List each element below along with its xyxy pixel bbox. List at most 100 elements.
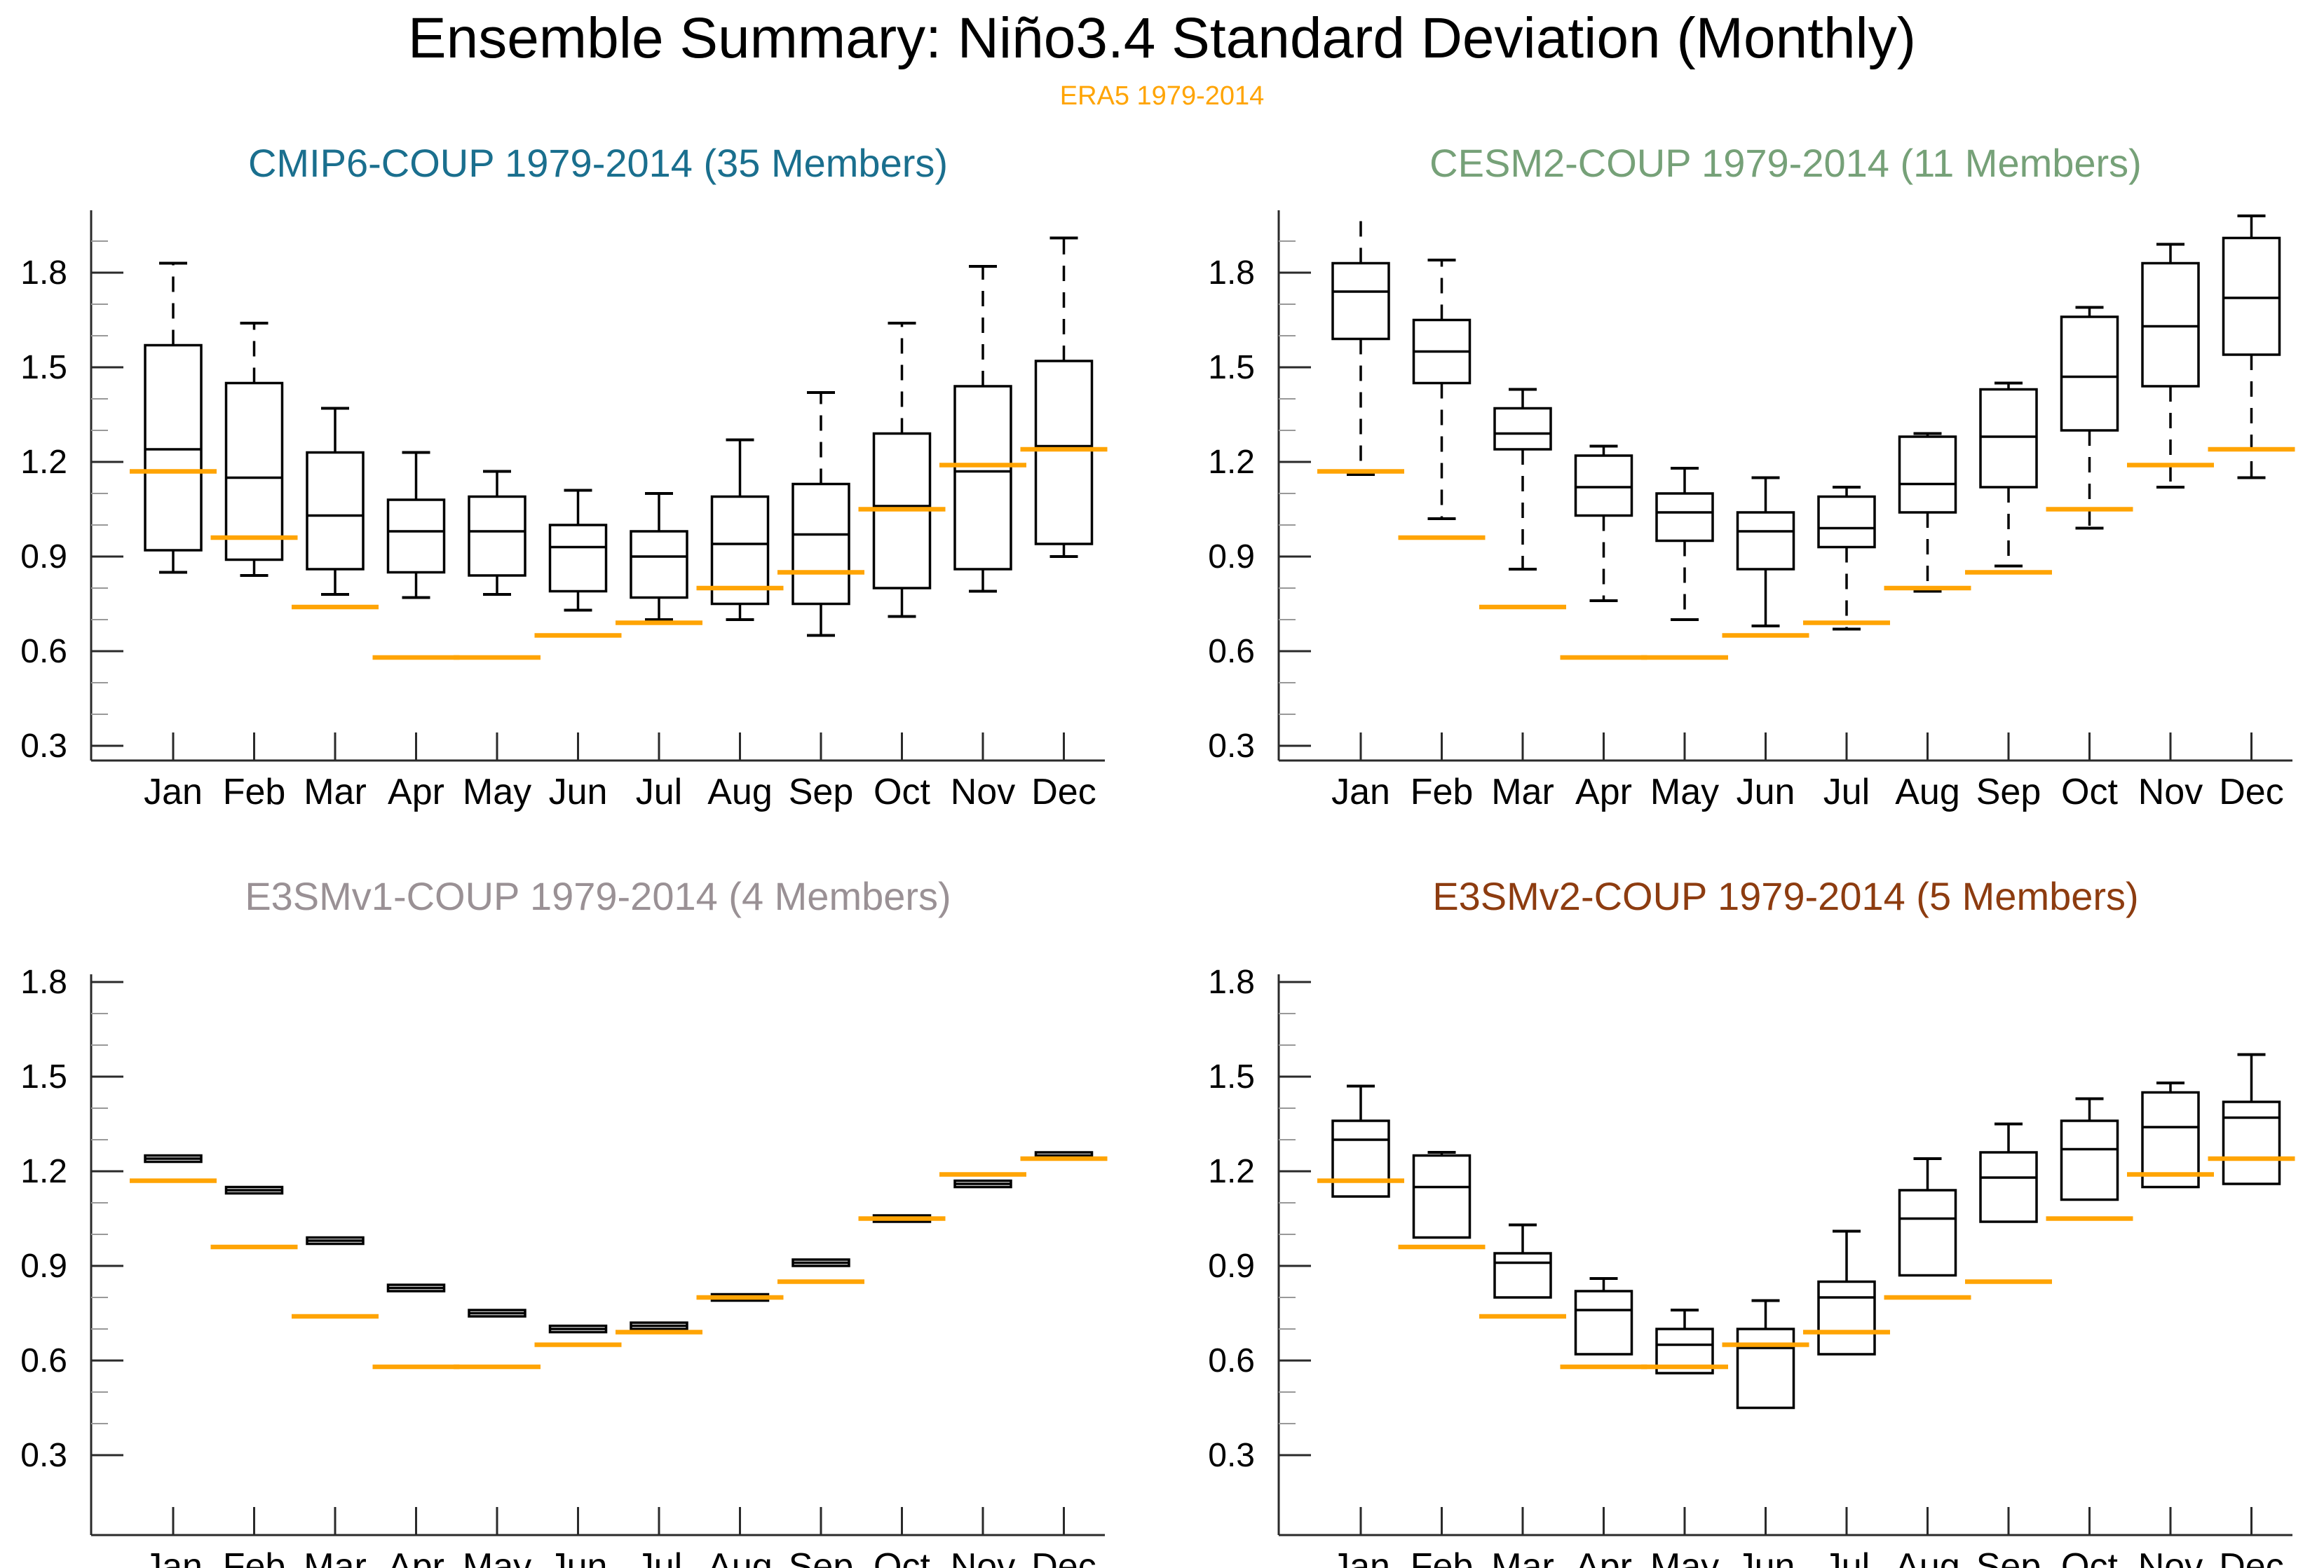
iqr-box: [2222, 236, 2281, 356]
y-tick-label: 0.9: [1208, 1248, 1255, 1285]
x-month-label: Nov: [2138, 772, 2203, 812]
iqr-box: [1979, 388, 2038, 489]
box-group-aug: [1898, 1157, 1957, 1277]
box-group-dec: [2222, 214, 2281, 479]
x-month-label: Jul: [1823, 1546, 1870, 1568]
x-month-label: Mar: [1491, 772, 1554, 812]
iqr-box: [144, 343, 203, 552]
y-tick-label: 1.5: [1208, 1058, 1255, 1096]
box-group-may: [1655, 467, 1714, 621]
box-group-may: [468, 1309, 526, 1318]
panel-title-cesm2-coup: CESM2-COUP 1979-2014 (11 Members): [1429, 141, 2142, 185]
x-month-label: May: [463, 772, 531, 812]
panel-plot-cmip6-coup: 0.3 0.6 0.9 1.2 1.5 1.8 Jan Feb Mar Apr May Jun Jul A…: [20, 210, 1108, 812]
panel-title-e3smv2-coup: E3SMv2-COUP 1979-2014 (5 Members): [1432, 874, 2139, 918]
box-group-apr: [386, 451, 446, 599]
y-tick-label: 1.5: [1208, 349, 1255, 386]
y-tick-label: 0.3: [1208, 1437, 1255, 1474]
box-group-mar: [306, 407, 365, 596]
y-tick-label: 0.6: [1208, 633, 1255, 670]
iqr-box: [2060, 1119, 2119, 1201]
x-month-label: Feb: [1411, 772, 1474, 812]
iqr-box: [630, 530, 688, 599]
box-group-jan: [144, 1154, 203, 1164]
iqr-box: [1331, 261, 1390, 341]
era5-subtitle: ERA5 1979-2014: [1059, 81, 1265, 111]
iqr-box: [953, 385, 1012, 571]
box-group-jul: [1817, 486, 1876, 631]
y-tick-label: 0.3: [20, 728, 67, 765]
box-group-apr: [386, 1283, 446, 1293]
panel-plot-e3smv1-coup: 0.3 0.6 0.9 1.2 1.5 1.8 Jan Feb Mar Apr May Jun Jul A…: [20, 964, 1108, 1568]
box-group-sep: [1979, 1122, 2038, 1223]
x-month-label: Nov: [2138, 1546, 2203, 1568]
x-month-label: Mar: [1491, 1546, 1554, 1568]
iqr-box: [1817, 1280, 1876, 1356]
x-month-label: Dec: [1031, 772, 1096, 812]
y-tick-label: 1.8: [20, 254, 67, 292]
figure-title: Ensemble Summary: Niño3.4 Standard Devia…: [407, 6, 1917, 70]
y-tick-label: 1.8: [1208, 964, 1255, 1001]
iqr-box: [1736, 511, 1795, 571]
iqr-box: [1898, 435, 1957, 514]
iqr-box: [224, 381, 284, 561]
x-month-label: Jun: [549, 772, 608, 812]
x-month-label: Jan: [144, 772, 203, 812]
box-group-jun: [548, 1324, 608, 1334]
iqr-box: [2141, 1091, 2200, 1189]
x-month-label: Nov: [951, 772, 1015, 812]
box-group-feb: [224, 1185, 284, 1195]
box-group-oct: [872, 322, 932, 618]
iqr-box: [1574, 1290, 1633, 1356]
x-month-label: Apr: [1575, 1546, 1632, 1568]
iqr-box: [2141, 261, 2200, 388]
iqr-box: [710, 495, 770, 606]
x-month-label: Feb: [223, 772, 286, 812]
x-month-label: Apr: [388, 1546, 444, 1568]
y-tick-label: 1.5: [20, 349, 67, 386]
x-month-label: Jan: [1331, 772, 1390, 812]
y-tick-label: 1.5: [20, 1058, 67, 1096]
y-tick-label: 0.6: [20, 633, 67, 670]
box-group-oct: [2060, 1097, 2119, 1201]
box-group-jul: [1817, 1229, 1876, 1356]
box-group-nov: [2141, 1082, 2200, 1189]
y-tick-label: 0.9: [20, 1248, 67, 1285]
x-month-label: Oct: [2061, 1546, 2118, 1568]
box-group-sep: [791, 391, 850, 637]
x-month-label: Aug: [707, 1546, 773, 1568]
box-group-may: [468, 470, 526, 596]
x-month-label: Aug: [707, 772, 773, 812]
x-month-label: Nov: [951, 1546, 1015, 1568]
panel-plot-cesm2-coup: 0.3 0.6 0.9 1.2 1.5 1.8 Jan Feb Mar Apr May Jun Jul A…: [1208, 210, 2295, 812]
iqr-box: [791, 482, 850, 606]
x-month-label: Oct: [2061, 772, 2118, 812]
x-month-label: Jun: [1737, 772, 1795, 812]
box-group-oct: [2060, 306, 2119, 530]
x-month-label: May: [1650, 772, 1719, 812]
box-group-mar: [1493, 1223, 1552, 1299]
box-group-sep: [1979, 381, 2038, 568]
x-month-label: Dec: [2219, 1546, 2283, 1568]
box-group-jun: [1736, 476, 1795, 627]
y-tick-label: 1.8: [20, 964, 67, 1001]
iqr-box: [1574, 454, 1633, 517]
x-month-label: Jan: [144, 1546, 203, 1568]
iqr-box: [1898, 1189, 1957, 1277]
iqr-box: [2060, 315, 2119, 432]
x-month-label: Jul: [1823, 772, 1870, 812]
box-group-jun: [1736, 1299, 1795, 1410]
iqr-box: [1412, 1154, 1472, 1239]
x-month-label: Sep: [1976, 1546, 2041, 1568]
x-month-label: Feb: [223, 1546, 286, 1568]
y-tick-label: 1.2: [20, 1153, 67, 1190]
y-tick-label: 0.9: [20, 538, 67, 575]
x-month-label: Jun: [549, 1546, 608, 1568]
iqr-box: [386, 498, 446, 574]
iqr-box: [548, 524, 608, 593]
x-month-label: Jan: [1331, 1546, 1390, 1568]
box-group-jan: [1331, 1084, 1390, 1198]
box-group-sep: [791, 1258, 850, 1267]
